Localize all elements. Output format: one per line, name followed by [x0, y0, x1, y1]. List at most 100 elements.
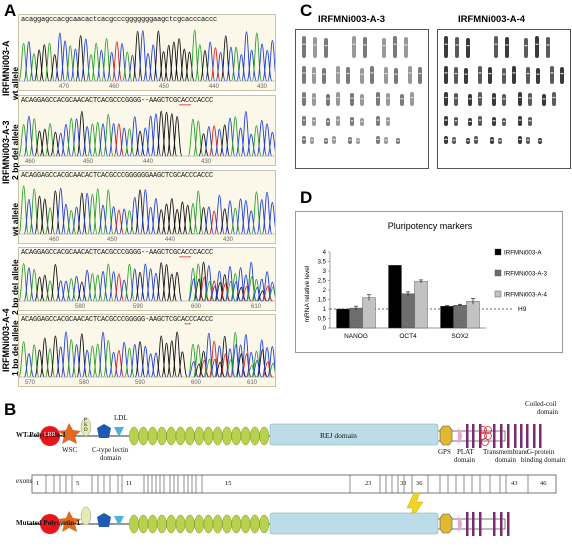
trace-peak-secondary: [215, 281, 226, 302]
trace-peak: [113, 273, 125, 302]
chromosome: [524, 38, 528, 58]
trace-peak: [158, 51, 169, 82]
trace-peak: [166, 273, 178, 302]
chromosome-band: [518, 119, 522, 121]
trace-peak: [96, 49, 107, 82]
chromosome-band: [393, 43, 397, 45]
trace-peak: [29, 344, 40, 378]
trace-peak: [163, 44, 174, 82]
trace-peak-secondary: [262, 361, 274, 378]
exons-label: exons: [16, 477, 33, 485]
trace-peak: [256, 199, 267, 235]
trace-peak: [140, 263, 151, 302]
trace-peak: [134, 341, 146, 378]
chromosome-band: [444, 119, 448, 121]
chromosome: [528, 93, 532, 106]
chromosome-band: [560, 72, 564, 75]
trace-peak: [65, 45, 76, 82]
exon-number: 15: [225, 480, 232, 487]
chart-svg: Pluripotency markers mRNA relative level…: [304, 221, 548, 340]
chromosome: [502, 68, 506, 84]
mut-ldl-domain: [114, 516, 124, 526]
trace-peak: [87, 193, 98, 235]
chromosome: [322, 68, 326, 84]
trace-peak: [193, 190, 204, 235]
trace-peak: [81, 192, 93, 235]
chromosome-band: [478, 96, 482, 99]
chromosome: [444, 66, 448, 84]
chromosome-band: [302, 72, 306, 74]
chromosome: [444, 116, 448, 126]
y-tick-label: 1: [323, 307, 327, 313]
trace-peak: [145, 268, 156, 302]
plat-label-2: domain: [454, 456, 475, 464]
tm-segment: [493, 512, 496, 536]
legend-swatch: [494, 290, 502, 298]
chromosome-band: [312, 97, 316, 99]
trace-peak: [71, 206, 82, 235]
trace-peak: [103, 113, 114, 157]
trace-peak: [129, 196, 140, 235]
trace-peak: [34, 130, 45, 157]
mut-label: Mutated Polycystin-1: [16, 519, 80, 527]
trace-peak: [161, 263, 172, 302]
chromosome-band: [536, 73, 540, 75]
trace-peak: [219, 208, 230, 235]
pkd-repeat: [240, 514, 251, 534]
pkd-repeat: [129, 426, 139, 446]
y-tick-label: 3: [323, 269, 327, 275]
gps-label: GPS: [438, 448, 451, 456]
trace-peak: [23, 115, 35, 157]
chart-title: Pluripotency markers: [388, 221, 473, 231]
trace-peak: [19, 263, 29, 302]
trace-peak-secondary: [262, 285, 274, 302]
trace-peak: [256, 119, 267, 157]
trace-peak: [129, 116, 140, 157]
trace-peak-secondary: [252, 359, 263, 378]
trace-peak: [161, 203, 172, 235]
y-tick-label: 3,5: [318, 260, 327, 266]
trace-peak: [124, 210, 135, 235]
chromosome: [324, 38, 328, 58]
trace-peak: [134, 130, 146, 157]
trace-peak: [85, 54, 97, 82]
pkd-repeat: [147, 426, 158, 446]
panel-letter-d: D: [300, 188, 313, 207]
tm-segment: [479, 424, 482, 448]
trace-peak: [50, 335, 61, 378]
tick-label: 580: [75, 304, 86, 310]
plat-domain: [458, 428, 462, 444]
tm-segment: [500, 512, 503, 536]
chromosome: [478, 66, 482, 84]
chromosome: [444, 36, 448, 58]
trace-peak: [44, 280, 56, 302]
trace-peak: [71, 275, 82, 302]
trace-peak: [177, 351, 188, 378]
chromosome: [512, 66, 516, 84]
trace-peak: [60, 124, 72, 157]
tick-label: 460: [109, 84, 120, 90]
exon-boundaries: [45, 475, 529, 493]
trace-peak-secondary: [236, 286, 247, 302]
trace-peak: [97, 331, 109, 378]
trace-peak: [75, 35, 86, 82]
trace-peak: [54, 32, 65, 82]
exon-number: 5: [76, 480, 80, 487]
trace-peak: [23, 353, 35, 378]
chromosome: [526, 67, 530, 84]
trace-peak: [184, 51, 195, 82]
trace-peak: [103, 263, 114, 302]
trace-peak: [34, 276, 45, 302]
trace-peak: [187, 203, 199, 235]
trace-peak-secondary: [225, 280, 237, 302]
chromosome-band: [538, 140, 542, 142]
trace-peak: [55, 132, 66, 157]
pkd-repeat: [138, 426, 149, 446]
trace-peak: [122, 51, 133, 82]
pkd-repeat: [138, 514, 149, 534]
chromosome: [400, 94, 404, 106]
trace-peak: [113, 349, 125, 378]
rej-domain: [269, 423, 439, 446]
trace-peak: [97, 271, 109, 302]
trace-peak-secondary: [220, 353, 231, 378]
